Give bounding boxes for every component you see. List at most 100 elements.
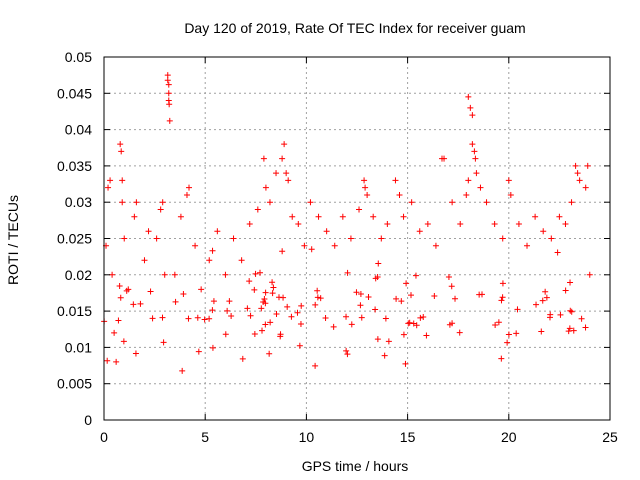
data-point — [315, 213, 322, 220]
x-tick-label: 5 — [201, 429, 209, 445]
data-point — [301, 242, 308, 249]
data-point — [186, 184, 193, 191]
data-point — [283, 170, 290, 177]
data-point — [378, 235, 385, 242]
y-tick-label: 0.005 — [57, 376, 92, 392]
y-tick-label: 0.035 — [57, 158, 92, 174]
data-point — [469, 112, 476, 119]
data-point — [370, 213, 377, 220]
data-point — [119, 177, 126, 184]
data-point — [562, 220, 569, 227]
y-tick-label: 0.015 — [57, 303, 92, 319]
data-point — [177, 213, 184, 220]
data-point — [465, 93, 472, 100]
data-point — [499, 235, 506, 242]
data-point — [192, 242, 199, 249]
data-point — [392, 177, 399, 184]
data-point — [463, 191, 470, 198]
data-point — [471, 148, 478, 155]
data-point — [121, 235, 128, 242]
data-point — [473, 170, 480, 177]
x-tick-label: 10 — [299, 429, 315, 445]
data-point — [331, 242, 338, 249]
data-point — [165, 90, 172, 97]
data-point — [164, 72, 171, 79]
data-point — [472, 155, 479, 162]
data-point — [307, 199, 314, 206]
data-point — [119, 199, 126, 206]
data-point — [568, 199, 575, 206]
data-point — [198, 286, 205, 293]
data-point — [483, 199, 490, 206]
y-axis-label: ROTI / TECUs — [5, 195, 21, 285]
data-point — [157, 206, 164, 213]
x-tick-label: 15 — [400, 429, 416, 445]
axis-ticks — [103, 56, 611, 421]
data-point — [361, 177, 368, 184]
x-tick-label: 25 — [602, 429, 618, 445]
data-point — [137, 300, 144, 307]
data-point — [416, 228, 423, 235]
data-point — [477, 184, 484, 191]
data-point — [109, 271, 116, 278]
y-tick-label: 0 — [84, 412, 92, 428]
data-point — [400, 213, 407, 220]
data-point — [347, 235, 354, 242]
data-point — [532, 213, 539, 220]
data-point — [230, 235, 237, 242]
data-point — [586, 271, 593, 278]
data-point — [149, 315, 156, 322]
data-point — [254, 206, 261, 213]
data-point — [141, 257, 148, 264]
x-tick-label: 20 — [501, 429, 517, 445]
y-tick-label: 0.04 — [65, 122, 92, 138]
data-point — [323, 228, 330, 235]
data-point — [166, 101, 173, 108]
data-point — [285, 177, 292, 184]
data-point — [582, 184, 589, 191]
x-axis-label: GPS time / hours — [302, 458, 409, 474]
data-point — [576, 177, 583, 184]
data-point — [584, 162, 591, 169]
data-point — [505, 177, 512, 184]
data-point — [289, 213, 296, 220]
y-tick-label: 0.025 — [57, 231, 92, 247]
data-point — [540, 228, 547, 235]
tick-labels: 0 5 10 15 20 25 0 0.005 0.01 0.015 0.02 0.025 0.03 0.… — [57, 49, 618, 445]
y-tick-label: 0.02 — [65, 267, 92, 283]
y-tick-label: 0.01 — [65, 339, 92, 355]
data-point — [524, 242, 531, 249]
data-point — [572, 162, 579, 169]
y-tick-label: 0.05 — [65, 49, 92, 65]
data-point — [161, 271, 168, 278]
data-point — [339, 213, 346, 220]
data-point — [384, 220, 391, 227]
x-tick-label: 0 — [100, 429, 108, 445]
data-point — [164, 77, 171, 84]
data-point — [548, 235, 555, 242]
data-point — [131, 213, 138, 220]
data-point — [467, 104, 474, 111]
data-point — [279, 155, 286, 162]
y-tick-label: 0.03 — [65, 194, 92, 210]
data-point — [171, 271, 178, 278]
data-point — [574, 170, 581, 177]
data-point — [281, 141, 288, 148]
data-point — [105, 184, 112, 191]
data-point — [166, 117, 173, 124]
data-point — [273, 170, 280, 177]
data-point — [107, 177, 114, 184]
data-point — [424, 220, 431, 227]
data-point — [133, 199, 140, 206]
data-point — [214, 228, 221, 235]
data-point — [246, 220, 253, 227]
chart-title: Day 120 of 2019, Rate Of TEC Index for r… — [184, 20, 525, 36]
data-point — [238, 257, 245, 264]
data-point — [113, 358, 120, 365]
data-point — [449, 199, 456, 206]
data-point — [125, 286, 132, 293]
data-point — [222, 271, 229, 278]
data-point — [556, 213, 563, 220]
data-point — [432, 242, 439, 249]
